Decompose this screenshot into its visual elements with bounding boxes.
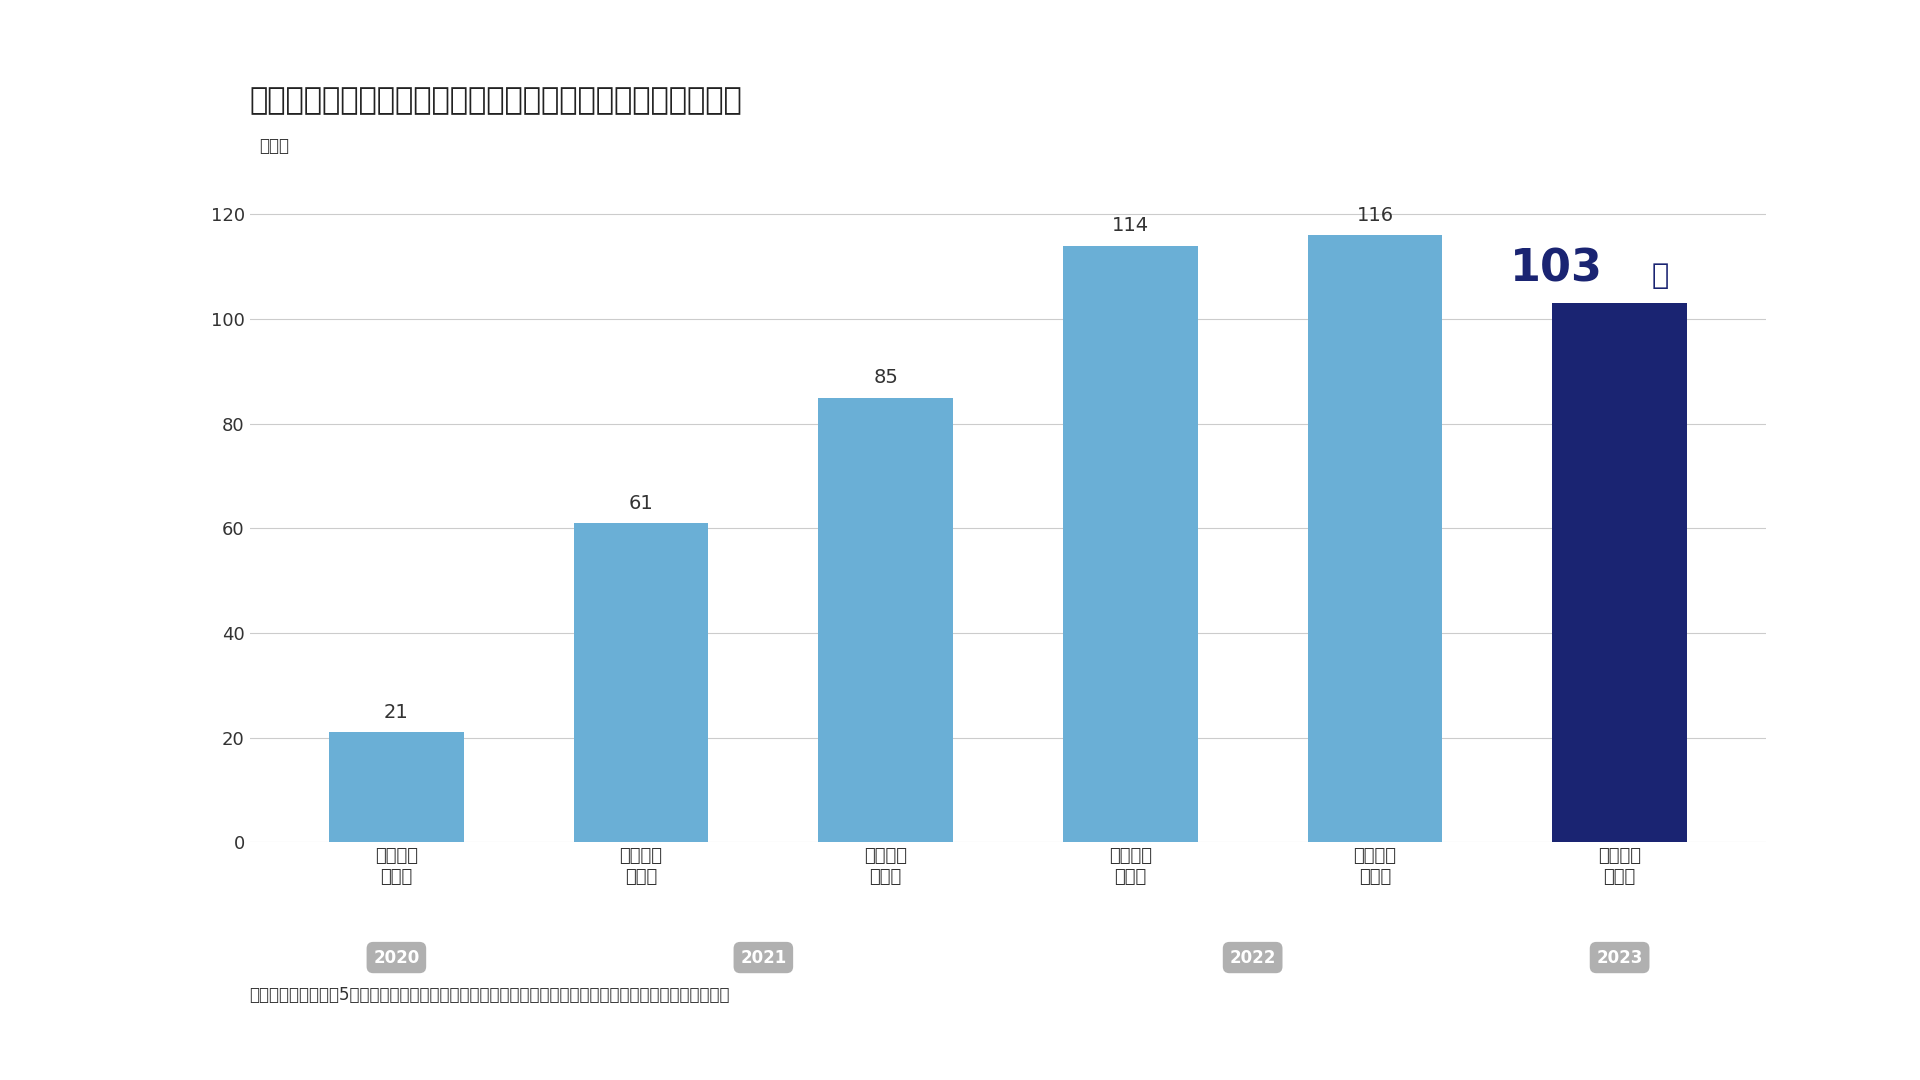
Text: 21: 21	[384, 703, 409, 723]
Bar	[328, 732, 463, 842]
Bar	[1064, 246, 1198, 842]
Text: 2023: 2023	[1596, 948, 1644, 967]
Text: 103: 103	[1509, 247, 1603, 291]
Text: 2021: 2021	[741, 948, 787, 967]
Text: 61: 61	[628, 494, 653, 513]
Bar	[1308, 235, 1442, 842]
Text: 件: 件	[1651, 262, 1668, 291]
Text: 2022: 2022	[1229, 948, 1275, 967]
Text: 2020: 2020	[372, 948, 419, 967]
Text: 85: 85	[874, 368, 899, 387]
Text: 企業・団体等におけるランサムウェア被害の報告件数の推移: 企業・団体等におけるランサムウェア被害の報告件数の推移	[250, 86, 743, 116]
Bar	[1553, 303, 1688, 842]
Text: 114: 114	[1112, 216, 1148, 235]
Text: （件）: （件）	[259, 137, 290, 156]
Bar	[818, 397, 952, 842]
Text: 116: 116	[1356, 206, 1394, 225]
Text: 出典：警察庁「令和5年上半期におけるサイバー空間をめぐる脅威の情勢等について」を引用して当社作成: 出典：警察庁「令和5年上半期におけるサイバー空間をめぐる脅威の情勢等について」を…	[250, 986, 730, 1004]
Bar	[574, 523, 708, 842]
